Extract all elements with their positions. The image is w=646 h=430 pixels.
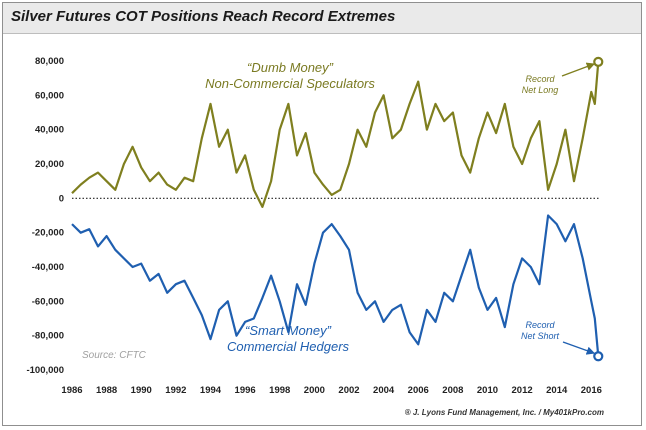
y-axis-ticks: 80,000 60,000 40,000 20,000 0 -20,000 -40,000 -… bbox=[26, 56, 64, 376]
record-net-long-marker bbox=[593, 56, 604, 67]
x-tick-label: 2016 bbox=[581, 385, 602, 396]
x-tick-label: 2014 bbox=[546, 385, 568, 396]
record-short-arrow bbox=[562, 341, 596, 355]
x-tick-label: 2010 bbox=[477, 385, 498, 396]
x-tick-label: 1992 bbox=[165, 385, 186, 396]
y-tick-label: -80,000 bbox=[32, 331, 64, 342]
dumb-money-label: “Dumb Money” bbox=[247, 60, 334, 75]
y-tick-label: 40,000 bbox=[35, 125, 64, 136]
y-tick-label: 80,000 bbox=[35, 56, 64, 67]
x-tick-label: 2000 bbox=[304, 385, 325, 396]
chart-frame bbox=[2, 2, 642, 426]
x-tick-label: 1990 bbox=[131, 385, 152, 396]
record-long-label: Record bbox=[525, 74, 555, 84]
y-tick-label: -40,000 bbox=[32, 262, 64, 273]
commercial-series-line bbox=[71, 214, 600, 357]
chart-title: Silver Futures COT Positions Reach Recor… bbox=[11, 8, 396, 25]
x-tick-label: 2006 bbox=[408, 385, 429, 396]
x-axis-ticks: 1986 1988 1990 1992 1994 1996 1998 2000 2002 2004… bbox=[61, 385, 601, 396]
footer-credit: ® J. Lyons Fund Management, Inc. / My401… bbox=[405, 408, 604, 417]
y-tick-label: -20,000 bbox=[32, 228, 64, 239]
noncommercial-series-line bbox=[71, 61, 600, 208]
y-tick-label: 0 bbox=[59, 193, 64, 204]
x-tick-label: 1998 bbox=[269, 385, 290, 396]
non-commercial-label: Non-Commercial Speculators bbox=[205, 76, 375, 91]
y-tick-label: -60,000 bbox=[32, 296, 64, 307]
record-short-label: Record bbox=[525, 320, 555, 330]
y-tick-label: -100,000 bbox=[26, 365, 64, 376]
x-tick-label: 2012 bbox=[512, 385, 533, 396]
record-net-short-marker bbox=[593, 351, 604, 362]
record-long-arrow bbox=[561, 62, 596, 77]
y-tick-label: 20,000 bbox=[35, 159, 64, 170]
source-label: Source: CFTC bbox=[82, 350, 147, 361]
smart-money-label: “Smart Money” bbox=[245, 323, 332, 338]
x-tick-label: 1994 bbox=[200, 385, 222, 396]
y-tick-label: 60,000 bbox=[35, 90, 64, 101]
net-long-label: Net Long bbox=[522, 85, 559, 95]
commercial-hedgers-label: Commercial Hedgers bbox=[227, 339, 350, 354]
x-tick-label: 1988 bbox=[96, 385, 117, 396]
x-tick-label: 1986 bbox=[61, 385, 82, 396]
x-tick-label: 2002 bbox=[338, 385, 359, 396]
x-tick-label: 2008 bbox=[442, 385, 463, 396]
x-tick-label: 2004 bbox=[373, 385, 395, 396]
net-short-label: Net Short bbox=[521, 331, 560, 341]
x-tick-label: 1996 bbox=[235, 385, 256, 396]
title-bar: Silver Futures COT Positions Reach Recor… bbox=[3, 3, 641, 34]
